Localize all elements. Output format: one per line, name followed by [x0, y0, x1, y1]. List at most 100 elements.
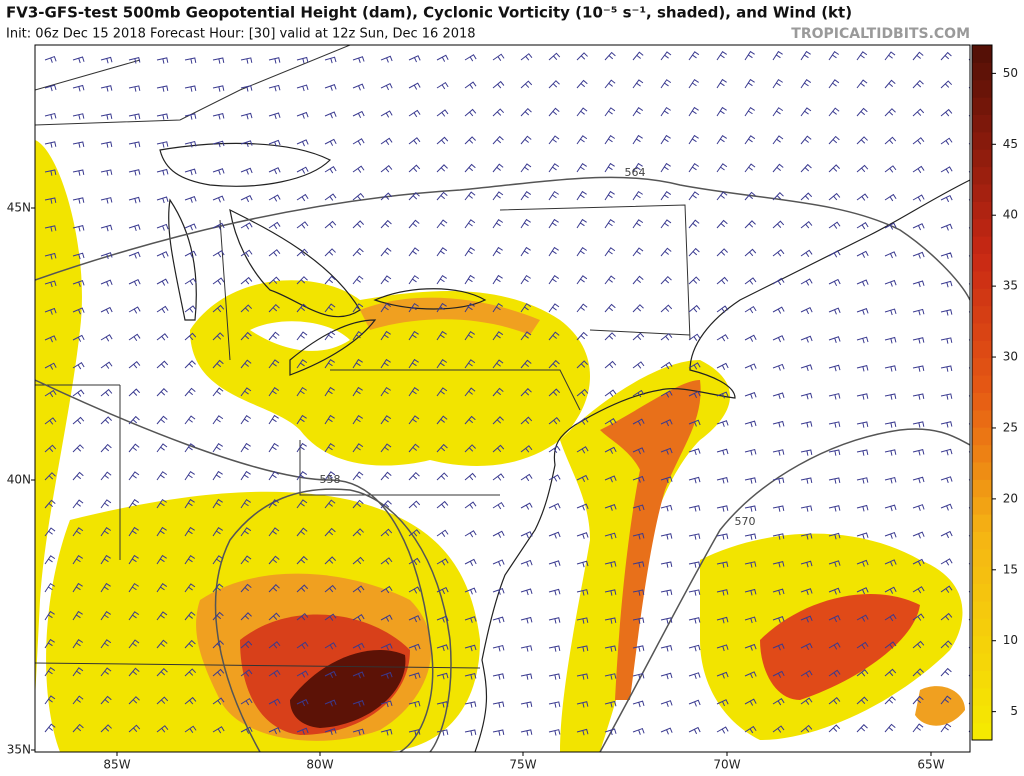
wind-barb: [744, 533, 757, 540]
wind-barb: [380, 303, 392, 313]
wind-barb: [688, 276, 701, 285]
wind-barb: [632, 389, 645, 398]
wind-barb: [688, 106, 699, 117]
lat-label: 40N: [7, 473, 31, 487]
wind-barb: [296, 471, 308, 481]
wind-barb: [100, 554, 111, 565]
wind-barb: [828, 336, 841, 343]
wind-barb: [828, 107, 840, 117]
wind-barb: [744, 698, 757, 706]
wind-barb: [492, 219, 504, 229]
wind-barb: [576, 560, 589, 568]
wind-barb: [800, 533, 813, 540]
wind-barb: [296, 139, 309, 147]
wind-barb: [744, 220, 756, 229]
wind-barb: [324, 613, 337, 621]
wind-barb: [240, 85, 253, 92]
wind-barb: [268, 499, 280, 509]
wind-barb: [184, 113, 197, 120]
wind-barb: [268, 303, 280, 313]
wind-barb: [352, 220, 365, 229]
wind-barb: [828, 642, 841, 650]
wind-barb: [184, 277, 197, 286]
wind-barb: [772, 306, 785, 314]
wind-barb: [240, 167, 253, 175]
wind-barb: [492, 387, 504, 397]
wind-barb: [296, 414, 307, 425]
wind-barb: [128, 696, 140, 705]
wind-barb: [408, 55, 421, 63]
wind-barb: [632, 332, 645, 341]
wind-barb: [212, 583, 224, 593]
wind-barb: [744, 363, 757, 371]
colorbar-segment: [972, 166, 992, 185]
colorbar: 5 10 15 20 25 30 35 40 45 50: [971, 44, 1018, 741]
wind-barb: [548, 190, 559, 201]
wind-barb: [268, 698, 281, 706]
wind-barb: [520, 246, 531, 257]
wind-barb: [884, 476, 897, 484]
wind-barb: [128, 554, 139, 565]
wind-barb: [548, 52, 561, 61]
wind-barb: [464, 387, 476, 397]
colorbar-segment: [972, 131, 992, 150]
colorbar-segment: [972, 323, 992, 341]
wind-barb: [688, 476, 701, 484]
wind-barb: [716, 616, 729, 624]
wind-barb: [856, 393, 869, 400]
contour-label: 564: [625, 166, 646, 179]
wind-barb: [324, 728, 337, 735]
wind-barb: [884, 613, 897, 622]
wind-barb: [324, 642, 337, 650]
wind-barb: [856, 532, 869, 540]
wind-barb: [352, 614, 365, 622]
wind-barb: [520, 135, 532, 145]
wind-barb: [604, 532, 617, 540]
wind-barb: [436, 729, 449, 736]
wind-barb: [44, 362, 57, 370]
colorbar-tick-label: 10: [1003, 633, 1018, 647]
wind-barb: [884, 308, 897, 316]
colorbar-segment: [972, 548, 992, 567]
wind-barb: [324, 527, 336, 537]
wind-barb: [940, 51, 952, 61]
colorbar-tick-label: 25: [1003, 420, 1018, 434]
wind-barb: [380, 471, 392, 481]
colorbar-tick-label: 50: [1003, 66, 1018, 80]
wind-barb: [576, 247, 588, 257]
map: 564 558 570: [35, 45, 970, 752]
wind-barb: [492, 673, 505, 680]
wind-barb: [520, 416, 533, 425]
wind-barb: [44, 335, 57, 343]
wind-barb: [212, 222, 225, 230]
contour-label: 558: [320, 473, 341, 486]
wind-barb: [464, 359, 476, 369]
wind-barb: [912, 723, 924, 733]
wind-barb: [352, 528, 364, 537]
wind-barb: [100, 667, 112, 677]
wind-barb: [464, 472, 477, 481]
wind-barb: [324, 220, 337, 229]
wind-barb: [660, 447, 673, 455]
wind-barb: [940, 723, 952, 733]
wind-barb: [716, 219, 728, 229]
wind-barb: [520, 531, 533, 539]
wind-barb: [688, 533, 701, 540]
wind-barb: [408, 415, 420, 425]
wind-barb: [100, 582, 111, 593]
wind-barb: [464, 729, 477, 736]
wind-barb: [72, 84, 85, 92]
wind-barb: [520, 388, 532, 397]
wind-barb: [184, 250, 197, 258]
wind-barb: [576, 79, 588, 89]
wind-barb: [492, 135, 504, 145]
wind-barb: [72, 252, 85, 260]
wind-barb: [772, 698, 785, 706]
wind-barb: [44, 527, 56, 537]
wind-barb: [324, 670, 337, 679]
watermark: TROPICALTIDBITS.COM: [791, 26, 970, 42]
wind-barb: [128, 415, 140, 425]
wind-barb: [212, 168, 225, 175]
wind-barb: [856, 696, 869, 705]
